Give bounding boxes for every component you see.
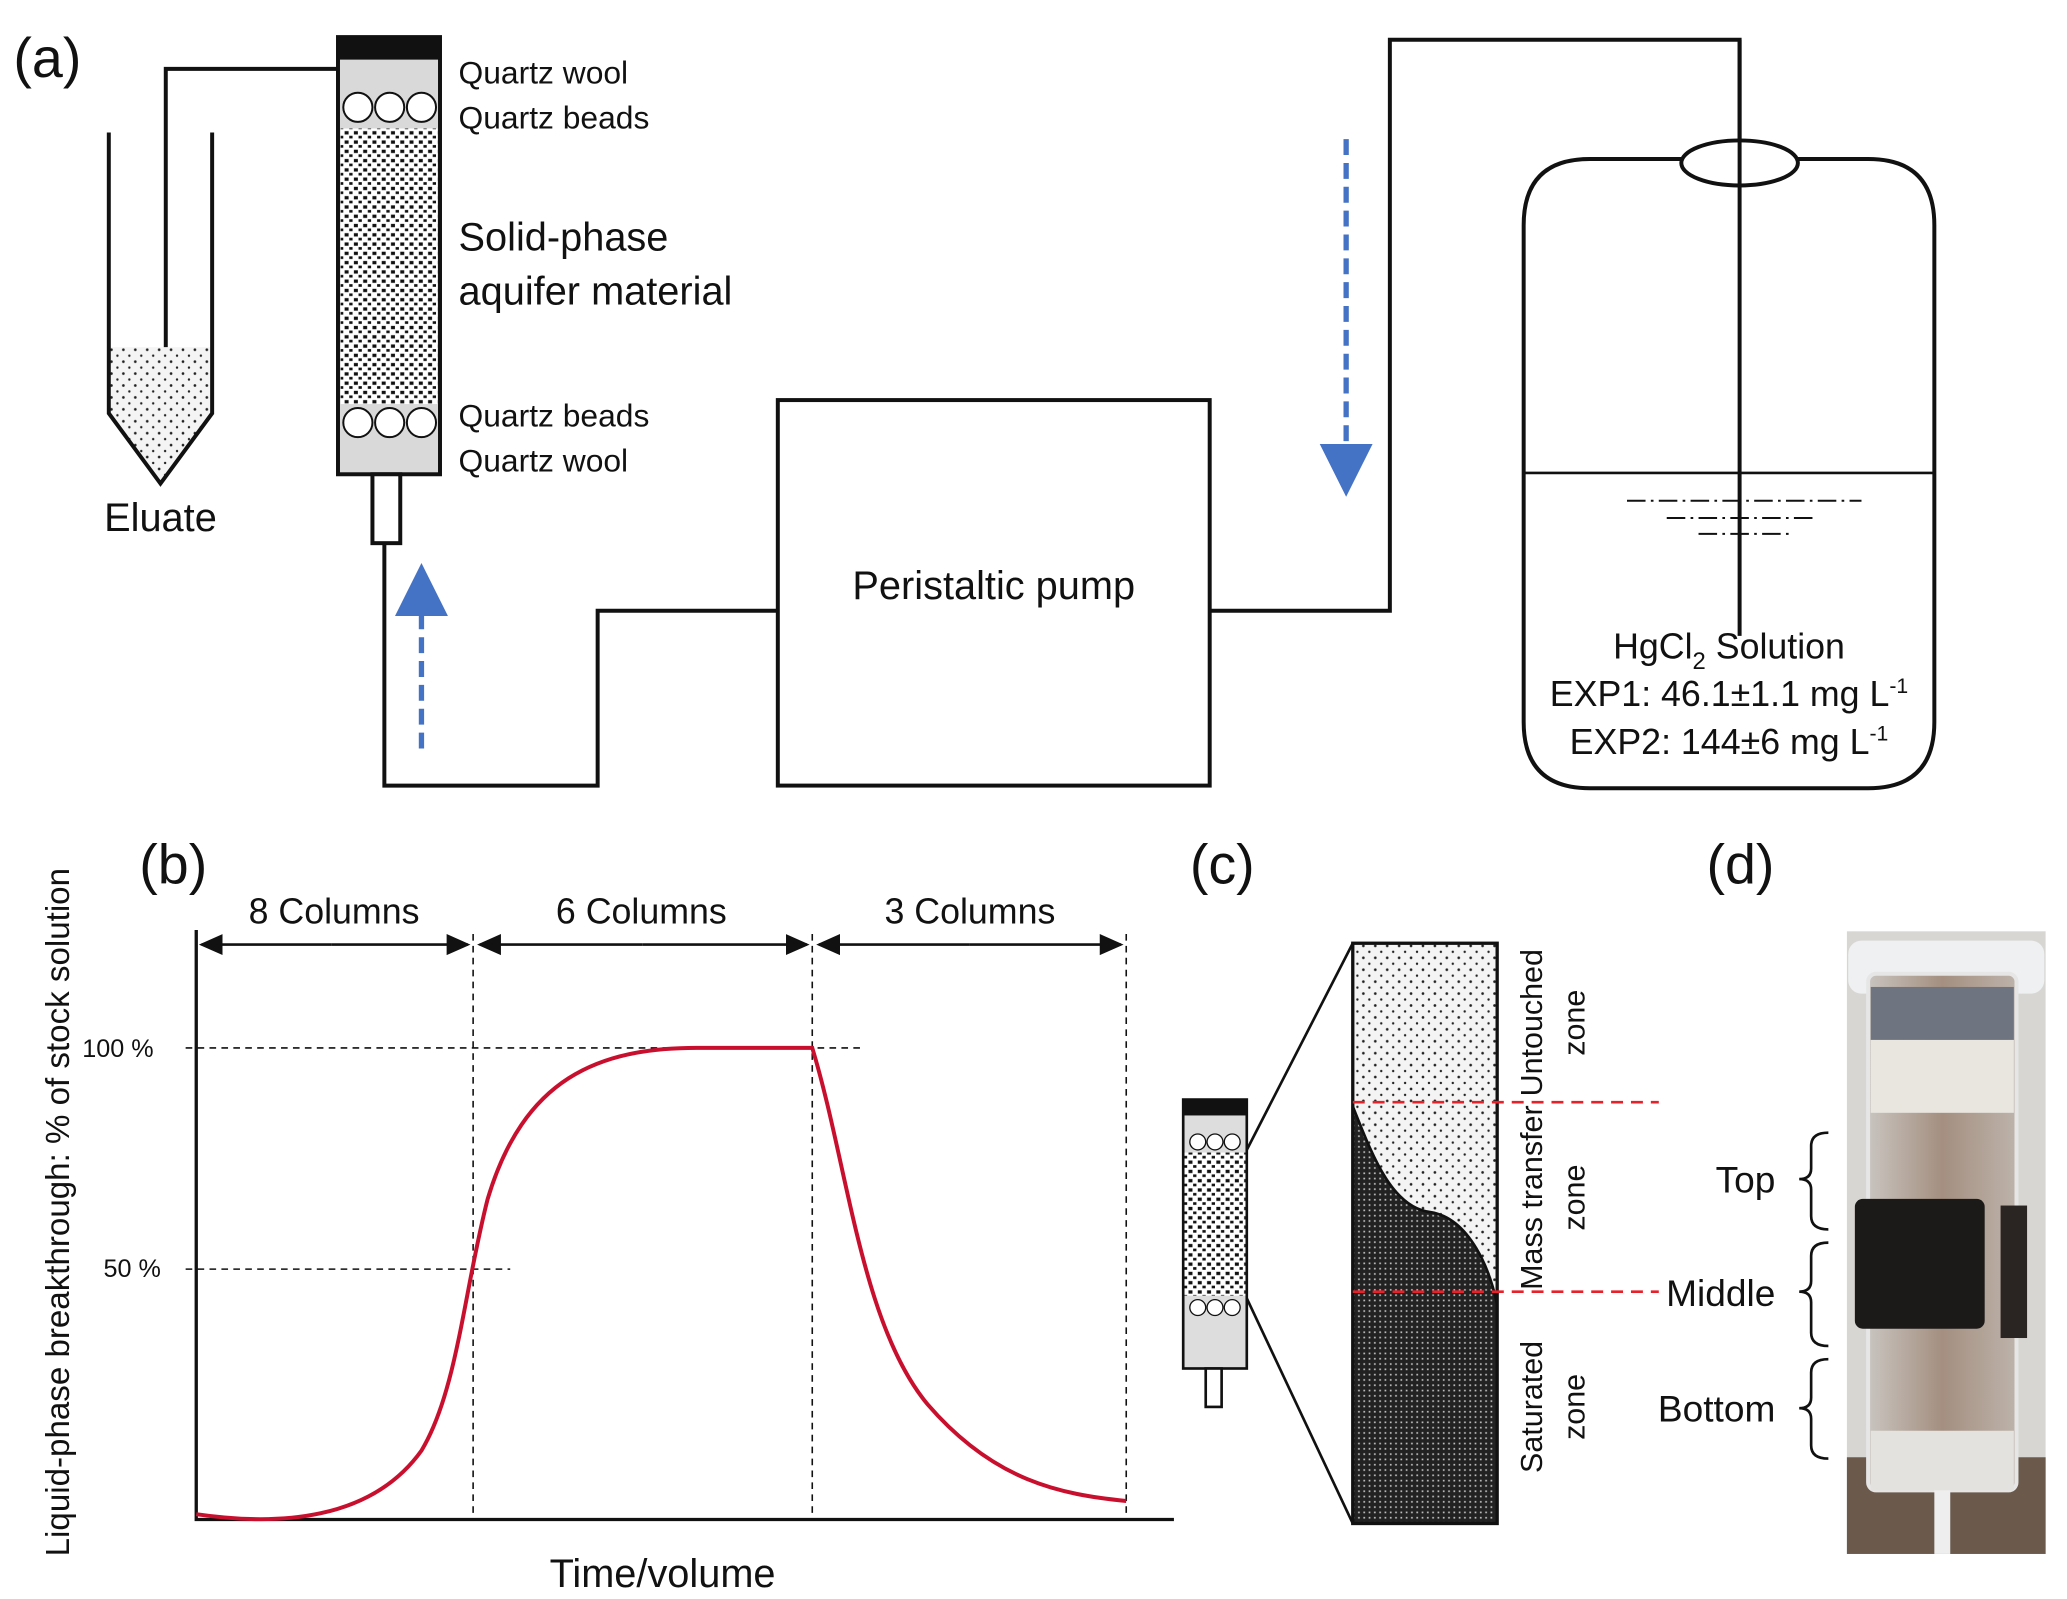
panel-b: (b) Liquid-phase breakthrough: % of stoc…: [40, 834, 1174, 1596]
segment-label: 3 Columns: [884, 891, 1055, 931]
section-top: Top: [1716, 1158, 1776, 1200]
section-bottom: Bottom: [1658, 1387, 1775, 1429]
panel-c-label: (c): [1190, 834, 1255, 896]
guide-lines: [185, 933, 1128, 1520]
small-column: [1181, 1098, 1249, 1409]
zone-boundaries: [1352, 1100, 1659, 1293]
zone-saturated: Saturated: [1515, 1341, 1549, 1473]
zone-saturated-suffix: zone: [1558, 1374, 1592, 1440]
zoomed-column: [1351, 941, 1499, 1526]
tick-100: 100 %: [82, 1035, 153, 1063]
panel-a-label: (a): [13, 27, 81, 89]
breakthrough-curve: [195, 1045, 1127, 1522]
zone-mass-transfer-suffix: zone: [1558, 1165, 1592, 1231]
exp1-concentration: EXP1: 46.1±1.1 mg L-1: [1550, 674, 1908, 714]
panel-c: (c) Untouched zone Mass transfer zone Sa…: [1181, 834, 1659, 1526]
exp2-concentration: EXP2: 144±6 mg L-1: [1570, 722, 1889, 762]
zone-mass-transfer: Mass transfer: [1515, 1105, 1549, 1289]
panel-a: (a) Eluate Quartz wool Quartz beads Soli…: [13, 27, 1937, 791]
label-solid-phase-2: aquifer material: [459, 270, 733, 314]
zone-untouched-suffix: zone: [1558, 990, 1592, 1056]
axes: [194, 929, 1174, 1522]
label-top-quartz-wool: Quartz wool: [459, 54, 629, 90]
label-solid-phase-1: Solid-phase: [459, 215, 669, 259]
label-top-quartz-beads: Quartz beads: [459, 100, 650, 136]
panel-d: (d) Top Middle Bottom: [1658, 834, 2046, 1554]
pump-label: Peristaltic pump: [852, 564, 1135, 608]
tick-50: 50 %: [104, 1255, 161, 1283]
peristaltic-pump: Peristaltic pump: [775, 398, 1212, 788]
section-braces: [1799, 1131, 1829, 1460]
x-axis-label: Time/volume: [550, 1552, 776, 1596]
eluate-label: Eluate: [104, 496, 217, 540]
panel-d-label: (d): [1706, 834, 1774, 896]
solution-name: HgCl2 Solution: [1613, 626, 1845, 675]
section-middle: Middle: [1666, 1272, 1775, 1314]
quartz-beads-top: [342, 91, 438, 123]
zone-untouched: Untouched: [1515, 949, 1549, 1096]
panel-b-label: (b): [139, 834, 207, 896]
label-bottom-quartz-wool: Quartz wool: [459, 443, 629, 479]
segment-label: 6 Columns: [556, 891, 727, 931]
segment-label: 8 Columns: [249, 891, 420, 931]
column: [336, 35, 442, 546]
label-bottom-quartz-beads: Quartz beads: [459, 398, 650, 434]
eluate-tube: [106, 66, 338, 487]
solution-bottle: [1521, 39, 1937, 791]
quartz-beads-bottom: [342, 407, 438, 439]
y-axis-label: Liquid-phase breakthrough: % of stock so…: [40, 868, 77, 1556]
column-photo: [1846, 931, 2046, 1554]
